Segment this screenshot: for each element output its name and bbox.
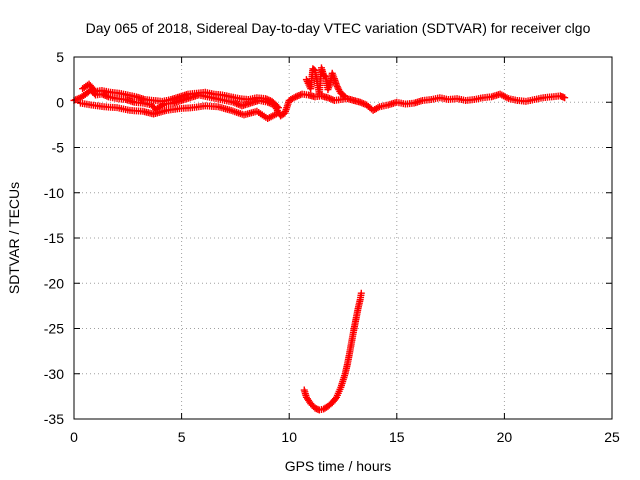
x-tick-label: 10 <box>281 429 297 445</box>
x-tick-label: 20 <box>497 429 513 445</box>
x-tick-labels: 0 5 10 15 20 25 <box>70 429 620 445</box>
y-axis-label: SDTVAR / TECUs <box>6 182 22 294</box>
y-tick-label: -35 <box>44 411 64 427</box>
y-tick-label: 5 <box>56 49 64 65</box>
data-points <box>70 64 569 414</box>
plot-frame <box>73 56 613 420</box>
data-point <box>272 110 280 118</box>
data-point <box>290 94 298 102</box>
data-point <box>341 93 349 101</box>
data-point <box>273 102 281 110</box>
x-tick-label: 5 <box>178 429 186 445</box>
x-tick-label: 0 <box>70 429 78 445</box>
data-point <box>561 94 569 102</box>
data-point <box>357 289 365 297</box>
x-axis-label: GPS time / hours <box>285 458 392 474</box>
y-tick-label: -20 <box>44 275 64 291</box>
data-point <box>90 86 98 94</box>
y-tick-label: -5 <box>52 140 65 156</box>
data-point <box>340 92 348 100</box>
y-tick-label: -25 <box>44 321 64 337</box>
y-tick-labels: 5 0 -5 -10 -15 -20 -25 -30 -35 <box>44 49 64 427</box>
y-tick-label: -30 <box>44 366 64 382</box>
y-tick-label: 0 <box>56 94 64 110</box>
data-point <box>274 104 282 112</box>
y-tick-label: -10 <box>44 185 64 201</box>
data-point <box>310 66 318 74</box>
x-tick-label: 15 <box>389 429 405 445</box>
chart-title: Day 065 of 2018, Sidereal Day-to-day VTE… <box>86 20 591 36</box>
x-tick-label: 25 <box>604 429 620 445</box>
grid-lines <box>74 57 612 419</box>
y-tick-label: -15 <box>44 230 64 246</box>
data-point <box>374 104 382 112</box>
